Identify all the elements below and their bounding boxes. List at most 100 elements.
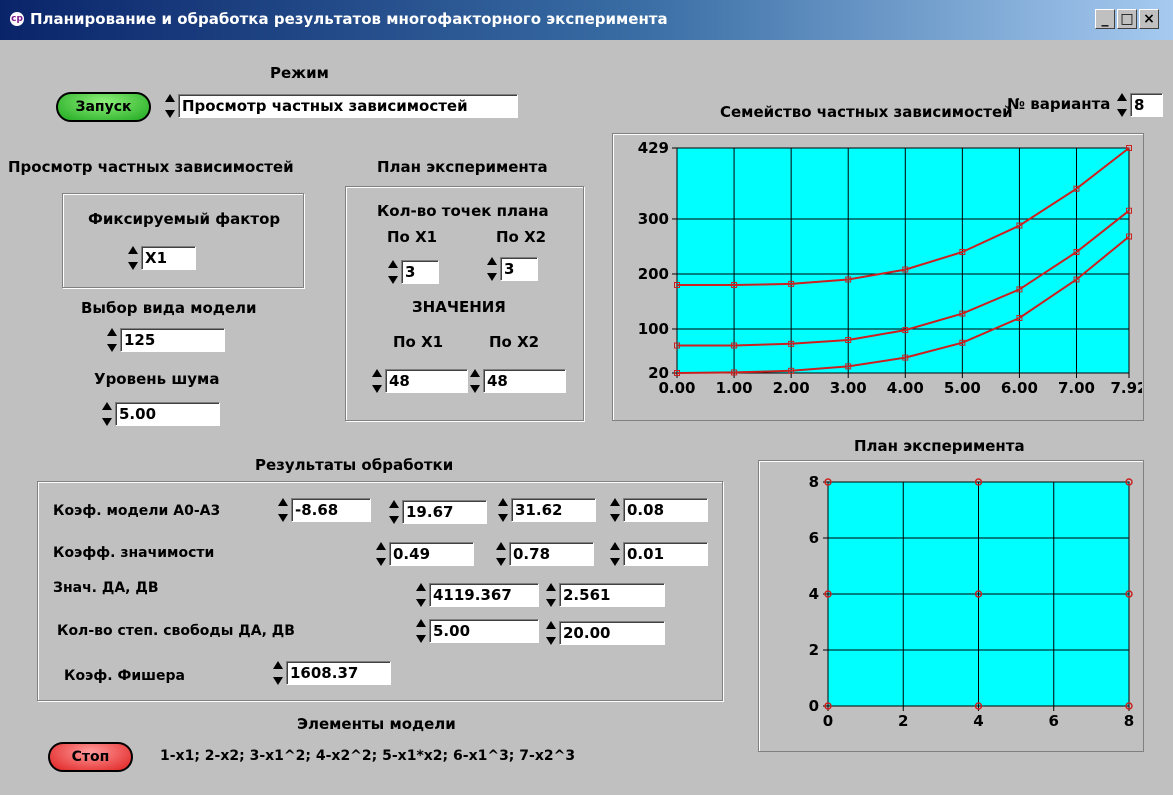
spinner-icon[interactable] bbox=[1117, 93, 1128, 117]
series-point bbox=[731, 369, 738, 376]
signif-3-stepper[interactable]: 0.01 bbox=[610, 542, 708, 566]
spinner-icon[interactable] bbox=[416, 619, 427, 643]
points-x1-value[interactable]: 3 bbox=[401, 260, 439, 284]
dof-b-value[interactable]: 20.00 bbox=[559, 621, 665, 645]
spinner-icon[interactable] bbox=[278, 498, 289, 522]
spinner-icon[interactable] bbox=[128, 246, 139, 270]
partial-dependencies-chart: 0.00 1.00 2.00 3.00 4.00 5.00 6.00 7.00 7.92 20 10… bbox=[638, 139, 1142, 397]
points-x2-stepper[interactable]: 3 bbox=[487, 257, 538, 281]
signif-3-value[interactable]: 0.01 bbox=[623, 542, 708, 566]
plan-point bbox=[824, 478, 832, 486]
maximize-icon[interactable]: □ bbox=[1117, 9, 1137, 29]
fixed-factor-group bbox=[62, 193, 304, 288]
noise-value[interactable]: 5.00 bbox=[115, 402, 220, 426]
coef-a2-stepper[interactable]: 31.62 bbox=[498, 498, 596, 522]
db-stepper[interactable]: 2.561 bbox=[546, 583, 665, 607]
fisher-stepper[interactable]: 1608.37 bbox=[273, 661, 391, 685]
fixed-factor-value[interactable]: X1 bbox=[141, 246, 196, 270]
spinner-icon[interactable] bbox=[498, 498, 509, 522]
plan-chart-frame bbox=[758, 460, 1144, 752]
signif-1-stepper[interactable]: 0.49 bbox=[376, 542, 474, 566]
spinner-icon[interactable] bbox=[610, 542, 621, 566]
coef-a1-value[interactable]: 19.67 bbox=[402, 500, 487, 524]
dof-a-value[interactable]: 5.00 bbox=[429, 619, 539, 643]
stop-button[interactable]: Стоп bbox=[48, 742, 133, 772]
points-x2-value[interactable]: 3 bbox=[500, 257, 538, 281]
spinner-icon[interactable] bbox=[487, 257, 498, 281]
coef-label: Коэф. модели А0-А3 bbox=[53, 503, 221, 519]
plan-x2-label: По X2 bbox=[496, 228, 547, 246]
series-point bbox=[845, 336, 852, 343]
plan-x1-label: По X1 bbox=[387, 228, 438, 246]
spinner-icon[interactable] bbox=[107, 328, 118, 352]
model-elements-title: Элементы модели bbox=[297, 715, 456, 733]
partial-view-title: Просмотр частных зависимостей bbox=[8, 158, 294, 176]
da-value[interactable]: 4119.367 bbox=[429, 583, 539, 607]
values-x1-stepper[interactable]: 48 bbox=[372, 369, 468, 393]
series-point bbox=[902, 266, 909, 273]
plan-point bbox=[974, 590, 983, 598]
signif-1-value[interactable]: 0.49 bbox=[389, 542, 474, 566]
da-stepper[interactable]: 4119.367 bbox=[416, 583, 539, 607]
fisher-value[interactable]: 1608.37 bbox=[286, 661, 391, 685]
noise-stepper[interactable]: 5.00 bbox=[102, 402, 220, 426]
spinner-icon[interactable] bbox=[389, 500, 400, 524]
variant-value[interactable]: 8 bbox=[1130, 93, 1163, 117]
series-point bbox=[1016, 222, 1023, 229]
spinner-icon[interactable] bbox=[102, 402, 113, 426]
series-point bbox=[674, 281, 680, 288]
spinner-icon[interactable] bbox=[546, 583, 557, 607]
signif-label: Коэфф. значимости bbox=[53, 545, 215, 561]
spinner-icon[interactable] bbox=[496, 542, 507, 566]
coef-a3-stepper[interactable]: 0.08 bbox=[610, 498, 708, 522]
plan-point bbox=[974, 702, 983, 710]
series-point bbox=[1016, 314, 1023, 321]
values-label: ЗНАЧЕНИЯ bbox=[412, 298, 506, 316]
coef-a1-stepper[interactable]: 19.67 bbox=[389, 500, 487, 524]
fisher-label: Коэф. Фишера bbox=[64, 668, 185, 684]
coef-a2-value[interactable]: 31.62 bbox=[511, 498, 596, 522]
series-point bbox=[845, 363, 852, 370]
spinner-icon[interactable] bbox=[416, 583, 427, 607]
spinner-icon[interactable] bbox=[388, 260, 399, 284]
y-tick-label: 6 bbox=[809, 529, 819, 547]
dof-b-stepper[interactable]: 20.00 bbox=[546, 621, 665, 645]
series-point bbox=[674, 370, 680, 376]
mode-select[interactable]: Просмотр частных зависимостей bbox=[165, 94, 518, 118]
values-x2-stepper[interactable]: 48 bbox=[470, 369, 566, 393]
fixed-factor-label: Фиксируемый фактор bbox=[88, 210, 281, 228]
spinner-icon[interactable] bbox=[546, 621, 557, 645]
db-value[interactable]: 2.561 bbox=[559, 583, 665, 607]
signif-2-stepper[interactable]: 0.78 bbox=[496, 542, 594, 566]
spinner-icon[interactable] bbox=[376, 542, 387, 566]
series-point bbox=[731, 281, 738, 288]
start-button[interactable]: Запуск bbox=[56, 92, 151, 122]
spinner-icon[interactable] bbox=[372, 369, 383, 393]
spinner-icon[interactable] bbox=[273, 661, 284, 685]
spinner-icon[interactable] bbox=[610, 498, 621, 522]
mode-value[interactable]: Просмотр частных зависимостей bbox=[178, 94, 518, 118]
values-x2-value[interactable]: 48 bbox=[483, 369, 566, 393]
coef-a0-stepper[interactable]: -8.68 bbox=[278, 498, 371, 522]
minimize-icon[interactable]: _ bbox=[1095, 9, 1115, 29]
signif-2-value[interactable]: 0.78 bbox=[509, 542, 594, 566]
variant-stepper[interactable]: 8 bbox=[1117, 93, 1163, 117]
points-x1-stepper[interactable]: 3 bbox=[388, 260, 439, 284]
coef-a3-value[interactable]: 0.08 bbox=[623, 498, 708, 522]
dof-a-stepper[interactable]: 5.00 bbox=[416, 619, 539, 643]
series-point bbox=[788, 340, 795, 347]
fixed-factor-stepper[interactable]: X1 bbox=[128, 246, 196, 270]
close-icon[interactable]: × bbox=[1139, 9, 1159, 29]
title-bar: cp Планирование и обработка результатов … bbox=[0, 0, 1173, 40]
plan-title: План эксперимента bbox=[377, 158, 548, 176]
spinner-icon[interactable] bbox=[470, 369, 481, 393]
dof-label: Кол-во степ. свободы ДА, ДВ bbox=[57, 623, 295, 639]
model-type-stepper[interactable]: 125 bbox=[107, 328, 225, 352]
spinner-icon[interactable] bbox=[165, 94, 176, 118]
y-tick-label: 0 bbox=[809, 697, 819, 715]
values-x1-value[interactable]: 48 bbox=[385, 369, 468, 393]
series-point bbox=[902, 354, 909, 361]
series-line-2 bbox=[677, 209, 1130, 347]
model-type-value[interactable]: 125 bbox=[120, 328, 225, 352]
coef-a0-value[interactable]: -8.68 bbox=[291, 498, 371, 522]
